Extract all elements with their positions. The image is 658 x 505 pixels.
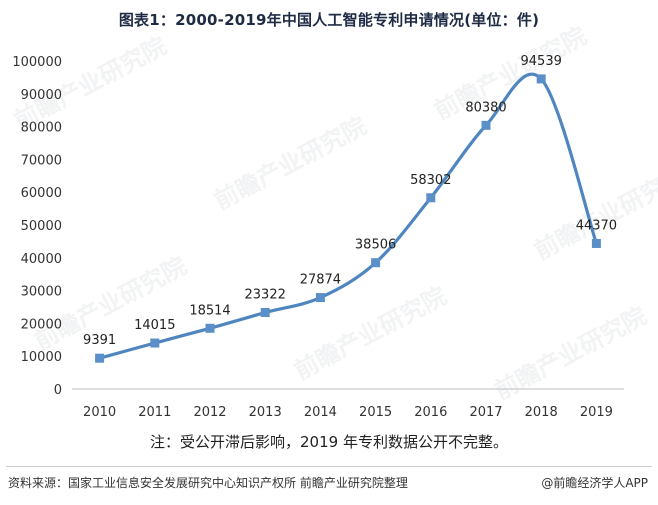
series-layer [95, 72, 601, 363]
x-tick-label: 2013 [249, 405, 282, 420]
watermark-text: 前瞻产业研究院 [530, 162, 658, 266]
x-tick-label: 2011 [138, 405, 171, 420]
x-tick-label: 2015 [359, 405, 392, 420]
data-point-marker [205, 323, 215, 333]
chart-title: 图表1：2000-2019年中国人工智能专利申请情况(单位：件) [118, 11, 540, 29]
data-label: 80380 [465, 100, 506, 115]
data-label: 23322 [245, 288, 286, 303]
x-tick-label: 2010 [83, 405, 116, 420]
x-tick-label: 2014 [304, 405, 337, 420]
y-tick-label: 60000 [21, 186, 62, 201]
y-tick-label: 50000 [21, 219, 62, 234]
app-credit: @前瞻经济学人APP [541, 476, 648, 490]
y-tick-label: 90000 [21, 88, 62, 103]
y-tick-label: 10000 [21, 350, 62, 365]
y-tick-label: 70000 [21, 153, 62, 168]
data-point-marker [95, 353, 105, 363]
chart-note: 注：受公开滞后影响，2019 年专利数据公开不完整。 [150, 433, 508, 451]
axis-layer: 0 10000 20000 30000 40000 50000 60000 70000 8000… [12, 55, 624, 420]
data-point-marker [426, 193, 436, 203]
y-tick-label: 40000 [21, 252, 62, 267]
data-point-marker [481, 120, 491, 130]
footer-divider [6, 466, 652, 467]
y-tick-label: 30000 [21, 285, 62, 300]
data-point-marker [371, 258, 381, 268]
y-tick-label: 0 [54, 383, 62, 398]
data-label: 14015 [134, 318, 175, 333]
y-tick-label: 20000 [21, 317, 62, 332]
data-label: 27874 [300, 273, 341, 288]
data-label: 18514 [189, 303, 230, 318]
data-label: 58302 [410, 173, 451, 188]
data-label: 38506 [355, 238, 396, 253]
y-tick-label: 80000 [21, 121, 62, 136]
x-tick-label: 2016 [414, 405, 447, 420]
data-point-marker [536, 74, 546, 84]
data-label: 9391 [83, 333, 116, 348]
watermark-text: 前瞻产业研究院 [490, 302, 651, 406]
data-point-marker [315, 293, 325, 303]
data-point-marker [150, 338, 160, 348]
watermark-text: 前瞻产业研究院 [430, 22, 591, 126]
source-text: 资料来源：国家工业信息安全发展研究中心知识产权所 前瞻产业研究院整理 [8, 476, 408, 490]
data-point-marker [591, 238, 601, 248]
data-label: 94539 [521, 54, 562, 69]
y-tick-label: 100000 [12, 55, 62, 70]
x-tick-label: 2012 [193, 405, 226, 420]
data-point-marker [260, 308, 270, 318]
x-tick-label: 2018 [525, 405, 558, 420]
watermark-text: 前瞻产业研究院 [290, 282, 451, 386]
x-tick-label: 2017 [469, 405, 502, 420]
data-label-layer: 9391 14015 18514 23322 27874 38506 58302 80380 9… [83, 54, 617, 348]
watermark-text: 前瞻产业研究院 [210, 112, 371, 216]
x-tick-label: 2019 [580, 405, 613, 420]
data-label: 44370 [576, 218, 617, 233]
